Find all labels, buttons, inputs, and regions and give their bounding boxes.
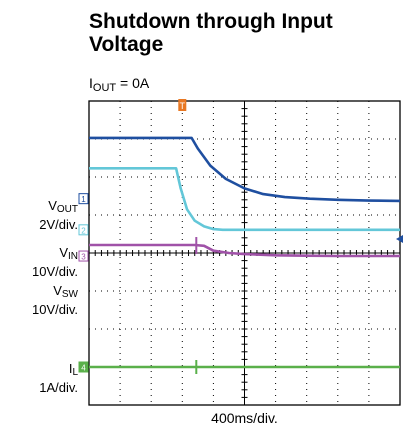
vout-label: VOUT 2V/div. [39,198,78,232]
channel-3-marker [78,250,89,262]
vin-scale-label: 10V/div. [31,264,78,279]
il-label: IL 1A/div. [39,361,78,395]
chart-title: Shutdown through Input Voltage [89,10,333,56]
vsw-label: VSW 10V/div. [31,283,78,317]
channel-2-number: 2 [81,226,86,235]
trace-vout [89,136,401,203]
channel-2-marker [78,224,89,236]
trace-vsw [89,243,400,258]
channel-1-marker [78,193,89,205]
channel-1-number: 1 [81,195,86,204]
channel-4-number: 4 [81,364,86,373]
channel-4-marker [78,361,89,373]
channel-3-number: 3 [81,253,86,262]
chart-subtitle: IOUT = 0A [89,75,150,94]
x-axis-label: 400ms/div. [211,410,278,426]
vin-label: VIN [59,245,78,262]
trace-vin [89,167,400,232]
trigger-level-marker [396,234,403,243]
trigger-marker [178,99,187,111]
trigger-marker-label: T [180,101,186,111]
